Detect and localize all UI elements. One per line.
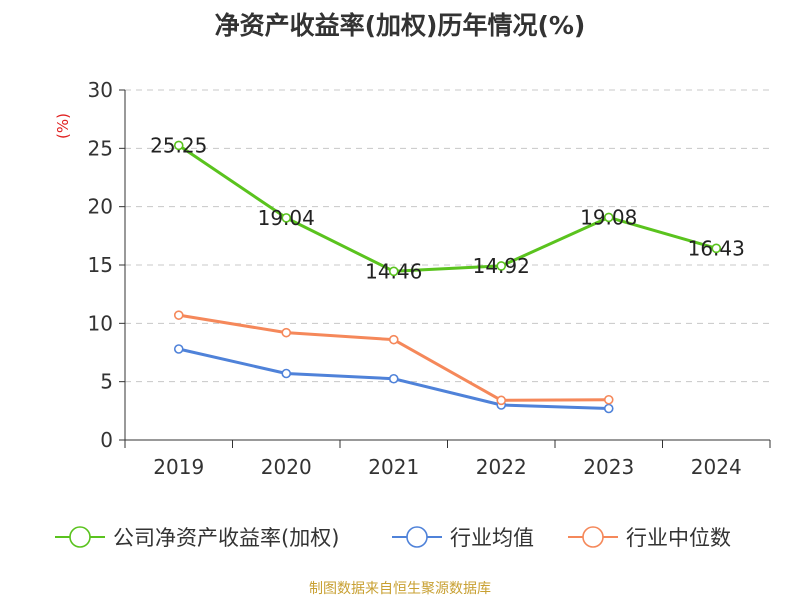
y-tick-label: 0 bbox=[100, 428, 113, 452]
data-point bbox=[603, 403, 614, 414]
grid-lines bbox=[125, 89, 770, 383]
series-lines: 25.25 19.04 14.46 14.92 19.08 16.43 bbox=[150, 133, 745, 414]
data-label: 14.92 bbox=[473, 254, 530, 278]
axes: 0 5 10 15 20 25 30 2019 2020 2021 2022 2023 2024 bbox=[88, 78, 771, 479]
data-label: 25.25 bbox=[150, 133, 207, 157]
data-point bbox=[388, 334, 399, 345]
chart-title: 净资产收益率(加权)历年情况(%) bbox=[214, 11, 586, 40]
series-line bbox=[177, 144, 717, 273]
y-tick-label: 25 bbox=[88, 136, 113, 160]
data-label: 19.08 bbox=[580, 205, 637, 229]
data-label: 14.46 bbox=[365, 259, 422, 283]
y-tick-label: 10 bbox=[88, 311, 113, 335]
data-point bbox=[603, 212, 614, 223]
data-point bbox=[173, 140, 184, 151]
x-tick-label: 2022 bbox=[476, 455, 527, 479]
legend-marker bbox=[582, 526, 604, 548]
data-point bbox=[173, 310, 184, 320]
y-tick-label: 5 bbox=[100, 370, 113, 394]
x-tick-label: 2020 bbox=[261, 455, 312, 479]
legend-marker bbox=[406, 526, 428, 548]
data-point bbox=[496, 395, 507, 406]
source-note: 制图数据来自恒生聚源数据库 bbox=[309, 581, 491, 597]
x-tick-label: 2023 bbox=[583, 455, 634, 479]
data-point bbox=[281, 327, 292, 338]
data-point bbox=[388, 266, 399, 277]
legend-label: 行业中位数 bbox=[626, 526, 731, 550]
x-tick-label: 2024 bbox=[691, 455, 742, 479]
x-tick-label: 2019 bbox=[153, 455, 204, 479]
data-point bbox=[711, 243, 722, 254]
series-line bbox=[178, 313, 609, 402]
y-tick-label: 30 bbox=[88, 78, 113, 102]
data-label: 19.04 bbox=[258, 206, 315, 230]
y-tick-label: 15 bbox=[88, 253, 113, 277]
data-point bbox=[281, 368, 292, 379]
y-tick-label: 20 bbox=[88, 195, 113, 219]
x-tick-label: 2021 bbox=[368, 455, 419, 479]
data-point bbox=[603, 394, 614, 405]
data-point bbox=[173, 344, 184, 354]
legend-label: 公司净资产收益率(加权) bbox=[113, 526, 339, 550]
data-point bbox=[388, 373, 399, 384]
legend: 公司净资产收益率(加权) 行业均值 行业中位数 bbox=[55, 526, 731, 550]
y-axis-label: (%) bbox=[54, 113, 72, 139]
data-point bbox=[496, 261, 507, 271]
legend-label: 行业均值 bbox=[450, 526, 534, 550]
data-label: 16.43 bbox=[688, 236, 745, 260]
legend-marker bbox=[69, 526, 91, 548]
data-point bbox=[281, 213, 292, 223]
